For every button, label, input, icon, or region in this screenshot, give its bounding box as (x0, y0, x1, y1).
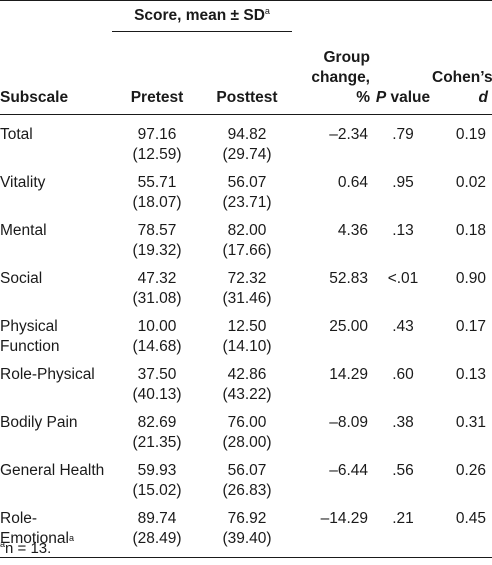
posttest-cell: 76.00 (28.00) (222, 414, 272, 451)
cohens-d-cell: 0.31 (455, 414, 486, 431)
cohens-d-cell: 0.26 (455, 462, 486, 479)
cohens-d-cell: 0.45 (432, 503, 492, 558)
cohens-d-header: Cohen’s d (432, 31, 492, 115)
p-value-cell: .79 (392, 126, 414, 143)
table-row: Total 97.16 (12.59) 94.82 (29.74) –2.34 .79 0.1… (0, 115, 492, 168)
subscale-cell: Role-Physical (0, 366, 95, 383)
top-rule (0, 0, 492, 1)
posttest-cell: 82.00 (17.66) (222, 222, 272, 259)
group-change-cell: –6.44 (329, 462, 368, 479)
table-footnote: an = 13. (0, 539, 52, 557)
p-value-cell: .56 (392, 462, 414, 479)
p-value-cell: .95 (392, 174, 414, 191)
p-value-cell: .21 (374, 503, 432, 558)
pretest-cell: 10.00 (14.68) (132, 318, 182, 355)
subscale-header: Subscale (0, 31, 112, 115)
pretest-cell: 97.16 (12.59) (132, 126, 182, 163)
table-row: Mental 78.57 (19.32) 82.00 (17.66) 4.36 .13 0.1… (0, 215, 492, 263)
posttest-header: Posttest (202, 31, 292, 115)
pretest-cell: 59.93 (15.02) (132, 462, 182, 499)
posttest-cell: 72.32 (31.46) (222, 270, 272, 307)
subscale-cell: Physical Function (0, 318, 60, 355)
posttest-cell: 12.50 (14.10) (222, 318, 272, 355)
column-header-row: Subscale Pretest Posttest Group change,% … (0, 31, 492, 115)
posttest-cell: 42.86 (43.22) (222, 366, 272, 403)
table-row: General Health 59.93 (15.02) 56.07 (26.83) –6… (0, 455, 492, 503)
pretest-cell: 47.32 (31.08) (132, 270, 182, 307)
p-value-cell: .38 (392, 414, 414, 431)
subscale-cell: Total (0, 126, 33, 143)
p-value-cell: .13 (392, 222, 414, 239)
table-row: Vitality 55.71 (18.07) 56.07 (23.71) 0.64 .95 0… (0, 167, 492, 215)
cohens-d-cell: 0.90 (455, 270, 486, 287)
table-row: Role-Physical 37.50 (40.13) 42.86 (43.22) 14.… (0, 359, 492, 407)
group-change-cell: –8.09 (329, 414, 368, 431)
pretest-cell: 37.50 (40.13) (132, 366, 182, 403)
pretest-cell: 55.71 (18.07) (132, 174, 182, 211)
cohens-d-cell: 0.17 (455, 318, 486, 335)
p-value-header: P value (374, 31, 432, 115)
pretest-cell: 89.74 (28.49) (112, 503, 202, 558)
posttest-cell: 94.82 (29.74) (222, 126, 272, 163)
spanning-header-row: Score, mean ± SDa (0, 1, 492, 32)
pretest-header: Pretest (112, 31, 202, 115)
table-row: Social 47.32 (31.08) 72.32 (31.46) 52.83 <.01 0… (0, 263, 492, 311)
table-row: Physical Function 10.00 (14.68) 12.50 (14.10)… (0, 311, 492, 359)
cohens-d-cell: 0.18 (455, 222, 486, 239)
pretest-cell: 78.57 (19.32) (132, 222, 182, 259)
cohens-d-cell: 0.13 (455, 366, 486, 383)
group-change-header: Group change,% (292, 31, 374, 115)
group-change-cell: 25.00 (329, 318, 368, 335)
subscale-cell: Vitality (0, 174, 46, 191)
p-value-cell: .60 (392, 366, 414, 383)
posttest-cell: 56.07 (23.71) (222, 174, 272, 211)
table-body: Total 97.16 (12.59) 94.82 (29.74) –2.34 .79 0.1… (0, 115, 492, 558)
group-change-cell: –2.34 (329, 126, 368, 143)
group-change-cell: 52.83 (329, 270, 368, 287)
subscale-cell: General Health (0, 462, 105, 479)
p-value-cell: .43 (392, 318, 414, 335)
cohens-d-cell: 0.02 (455, 174, 486, 191)
posttest-cell: 76.92 (39.40) (202, 503, 292, 558)
group-change-cell: –14.29 (292, 503, 374, 558)
subscale-cell: Role- Emotionala (0, 503, 112, 558)
subscale-cell: Bodily Pain (0, 414, 78, 431)
subscale-cell: Mental (0, 222, 47, 239)
cohens-d-cell: 0.19 (455, 126, 486, 143)
posttest-cell: 56.07 (26.83) (222, 462, 272, 499)
score-spanning-header: Score, mean ± SDa (112, 1, 292, 32)
group-change-cell: 4.36 (337, 222, 368, 239)
p-value-cell: <.01 (387, 270, 419, 287)
group-change-cell: 0.64 (337, 174, 368, 191)
pretest-cell: 82.69 (21.35) (132, 414, 182, 451)
subscale-cell: Social (0, 270, 43, 287)
group-change-cell: 14.29 (329, 366, 368, 383)
table-row: Role- Emotionala 89.74 (28.49) 76.92 (39.40) –… (0, 503, 492, 558)
table-row: Bodily Pain 82.69 (21.35) 76.00 (28.00) –8.09… (0, 407, 492, 455)
